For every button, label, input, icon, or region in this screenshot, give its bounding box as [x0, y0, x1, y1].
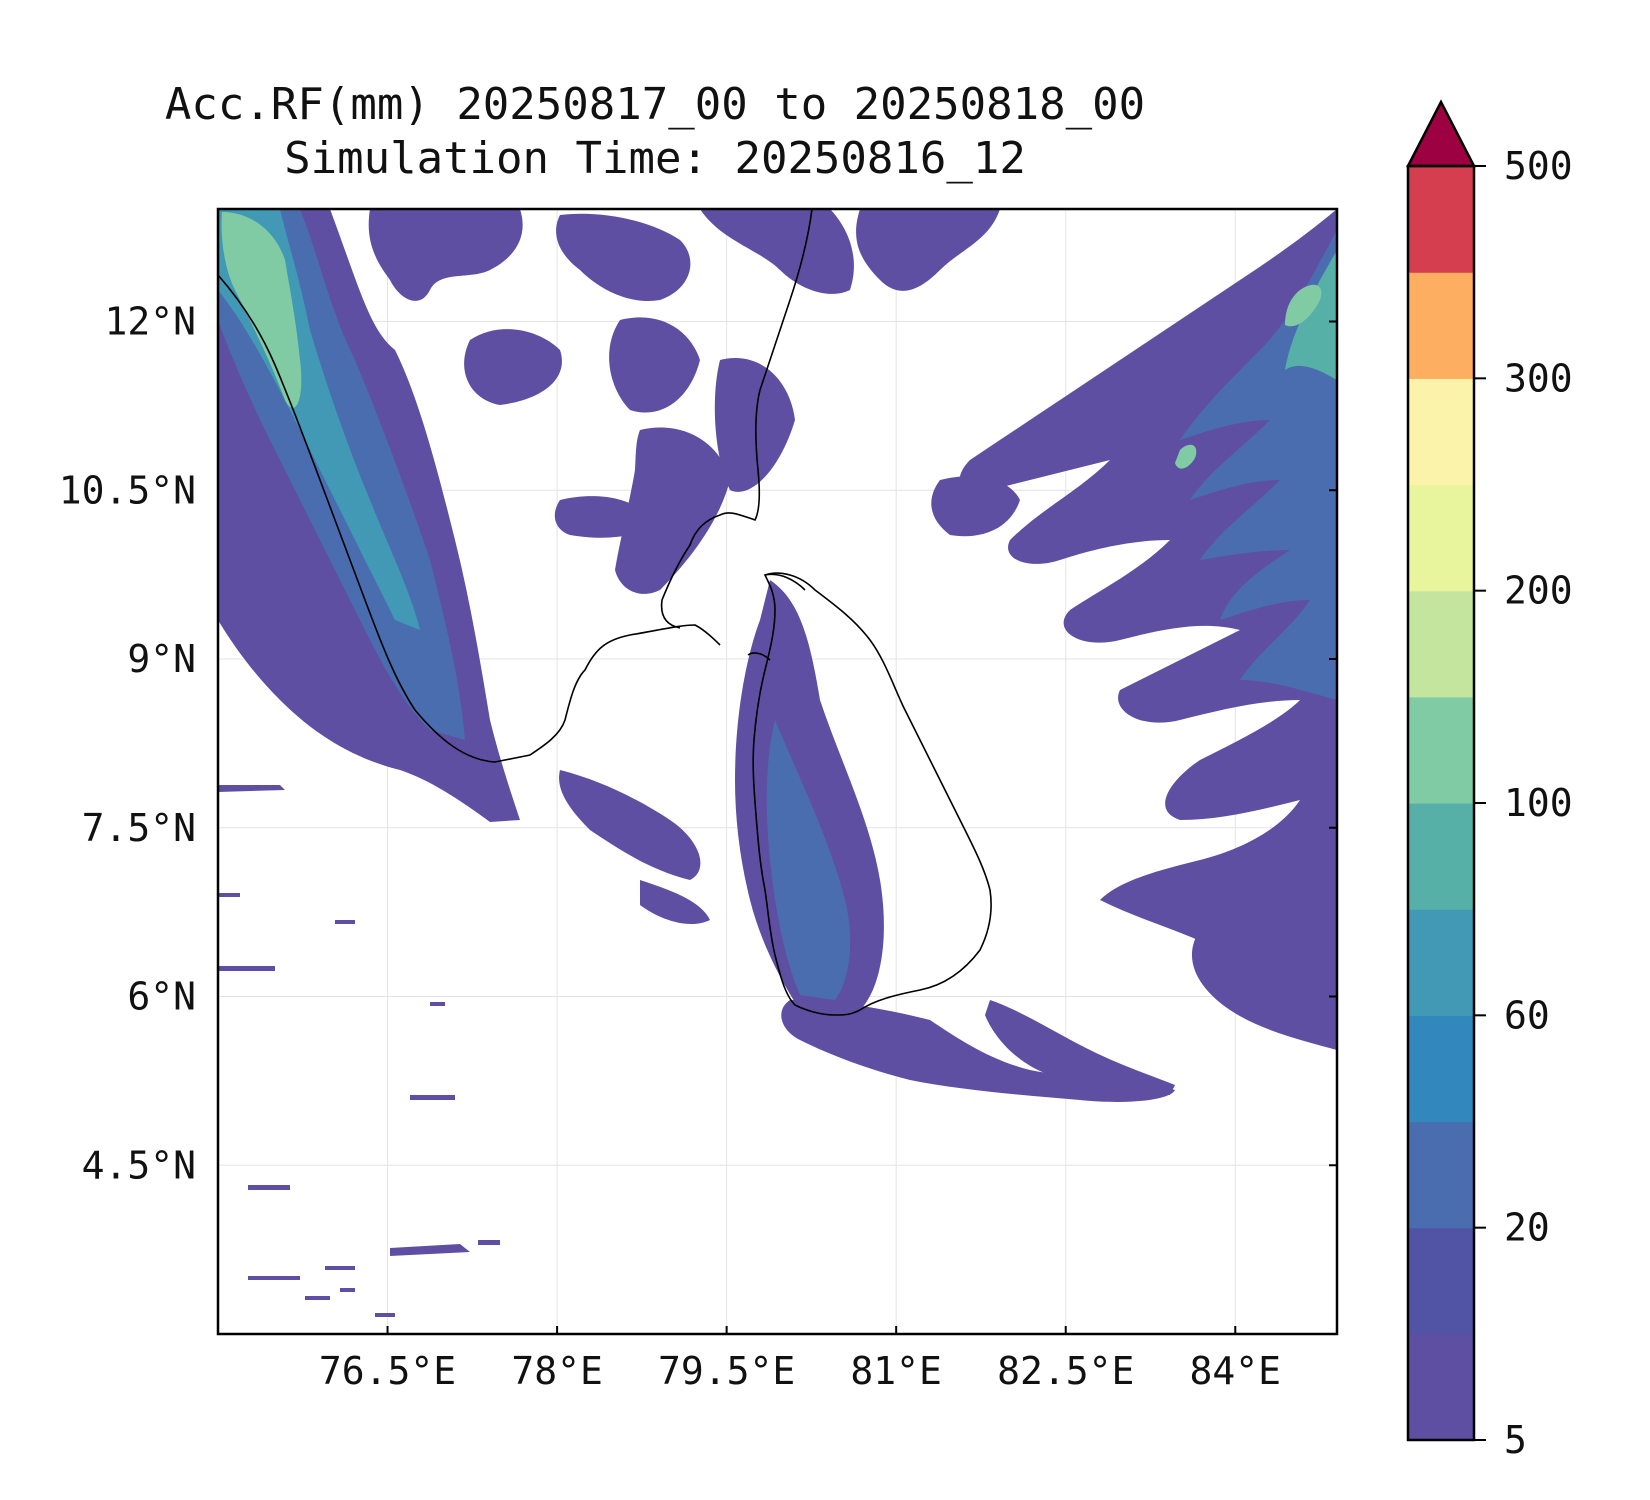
rain-area-bay-bengal-peak-2: [1175, 444, 1197, 469]
coastline-srilanka: [752, 572, 992, 1016]
colorbar-segment: [1408, 803, 1474, 910]
rain-area-ghats-peak: [221, 212, 302, 408]
colorbar-segment: [1408, 1333, 1474, 1441]
map-frame: [216, 207, 1339, 1336]
colorbar-tick-label: 20: [1504, 1206, 1550, 1250]
colorbar-tick-label: 500: [1504, 144, 1573, 188]
rain-area-bay-bengal-core: [1285, 250, 1337, 380]
colorbar-tick-label: 60: [1504, 993, 1550, 1037]
coastline-india-west: [218, 274, 721, 763]
colorbar-segment: [1408, 590, 1474, 698]
colorbar-segment: [1408, 909, 1474, 1016]
coastline-india-east: [660, 209, 813, 629]
rain-area-north-patches-7: [714, 358, 795, 492]
rain-area-north-patches-2: [556, 213, 691, 301]
lat-tick-label: 9°N: [127, 637, 196, 681]
colorbar-segment: [1408, 1121, 1474, 1229]
rain-area-east-middle-2: [1191, 928, 1337, 1050]
colorbar-segment: [1408, 696, 1474, 804]
coastline-jaffna: [747, 573, 806, 661]
rain-area-bay-bengal-peak: [1285, 284, 1322, 327]
lat-tick-label: 4.5°N: [82, 1143, 196, 1187]
colorbar-segment: [1408, 484, 1474, 592]
lat-tick-label: 12°N: [104, 300, 196, 344]
lon-tick-label: 76.5°E: [319, 1349, 456, 1393]
rain-area-east-middle: [931, 476, 1020, 537]
lat-tick-label: 10.5°N: [59, 468, 196, 512]
colorbar-axis: 5 20 60 100 200 300 500: [1474, 144, 1573, 1462]
colorbar-segment: [1408, 166, 1474, 273]
rain-area-south-offshore: [985, 1000, 1175, 1095]
rain-area-north-patches-5: [464, 329, 562, 405]
rain-area-palk-strait-2: [554, 496, 650, 538]
rain-area-north-patches-4: [856, 209, 1000, 291]
lon-tick-label: 84°E: [1190, 1349, 1282, 1393]
rain-area-north-patches-3: [700, 209, 854, 294]
lon-tick-label: 79.5°E: [658, 1349, 795, 1393]
colorbar-segment: [1408, 378, 1474, 486]
rain-area-srilanka-south-coast: [781, 1000, 1175, 1102]
colorbar-tick-label: 200: [1504, 569, 1573, 613]
rain-area-north-patches: [368, 209, 523, 301]
colorbar-extend-arrow: [1405, 99, 1477, 168]
rain-area-mannar-offshore-2: [640, 880, 710, 925]
latitude-axis: 12°N 10.5°N 9°N 7.5°N 6°N 4.5°N: [59, 300, 1337, 1187]
rain-area-palk-strait: [615, 427, 730, 594]
colorbar-segment: [1408, 272, 1474, 379]
map-title: Acc.RF(mm) 20250817_00 to 20250818_00 Si…: [120, 78, 1190, 186]
rain-area-north-patches-6: [609, 317, 700, 413]
colorbar-tick-label: 5: [1504, 1418, 1527, 1462]
title-line-1: Acc.RF(mm) 20250817_00 to 20250818_00: [164, 79, 1146, 130]
longitude-axis: 76.5°E 78°E 79.5°E 81°E 82.5°E 84°E: [319, 1326, 1281, 1393]
colorbar: [1405, 99, 1477, 1442]
colorbar-tick-label: 300: [1504, 356, 1573, 400]
rain-area-mannar-offshore: [559, 770, 701, 880]
title-line-2: Simulation Time: 20250816_12: [284, 133, 1026, 184]
lon-tick-label: 82.5°E: [997, 1349, 1134, 1393]
lat-tick-label: 6°N: [127, 975, 196, 1019]
lon-tick-label: 81°E: [850, 1349, 942, 1393]
colorbar-tick-label: 100: [1504, 781, 1573, 825]
lat-tick-label: 7.5°N: [82, 806, 196, 850]
colorbar-segment: [1408, 1015, 1474, 1123]
colorbar-segment: [1408, 1227, 1474, 1335]
rain-area-srilanka-west-core: [766, 720, 851, 1000]
rain-area-srilanka-west: [735, 580, 884, 1010]
lon-tick-label: 78°E: [511, 1349, 603, 1393]
rainfall-field: [218, 209, 1337, 1317]
coastline: [218, 209, 992, 1016]
